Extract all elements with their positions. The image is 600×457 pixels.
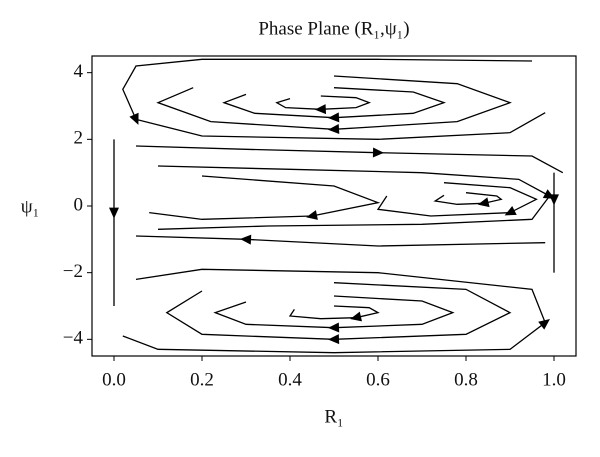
- flow-arrow: [328, 334, 340, 345]
- x-tick-label: 0.6: [366, 369, 390, 390]
- y-tick-label: −4: [63, 328, 84, 349]
- flow-arrow: [549, 194, 559, 206]
- streamline: [156, 75, 512, 130]
- x-tick-label: 0.0: [102, 369, 126, 390]
- flow-arrow: [538, 319, 550, 330]
- x-tick-label: 1.0: [542, 369, 566, 390]
- flow-arrow: [314, 104, 327, 115]
- y-tick-label: 0: [74, 194, 84, 215]
- flow-arrow: [372, 147, 384, 158]
- streamline: [433, 192, 503, 205]
- x-tick-label: 0.2: [190, 369, 214, 390]
- x-tick-label: 0.4: [278, 369, 302, 390]
- flow-arrow: [109, 207, 119, 219]
- x-axis-label: R₁: [324, 406, 343, 427]
- flow-arrow: [240, 234, 252, 245]
- flow-arrow: [328, 322, 340, 333]
- streamline: [165, 282, 512, 340]
- flow-arrow: [328, 112, 340, 123]
- streamline: [222, 87, 446, 119]
- plot-frame: [91, 55, 577, 357]
- y-tick-label: −2: [63, 261, 83, 282]
- flow-arrow: [306, 210, 318, 220]
- streamline: [213, 295, 455, 329]
- y-tick-label: 4: [74, 61, 84, 82]
- streamline: [275, 95, 372, 110]
- streamline: [149, 175, 381, 220]
- y-axis-label: ψ₁: [21, 196, 40, 217]
- streamline: [135, 235, 546, 247]
- streamline: [157, 165, 551, 230]
- flow-arrow: [477, 197, 490, 208]
- x-tick-label: 0.8: [454, 369, 478, 390]
- chart-title: Phase Plane (R₁,ψ₁): [258, 18, 409, 39]
- streamline: [288, 305, 380, 320]
- flow-arrow: [129, 112, 139, 125]
- flow-arrow: [328, 124, 340, 135]
- flow-arrow: [504, 205, 517, 216]
- y-tick-label: 2: [74, 128, 84, 149]
- flow-arrow: [350, 311, 362, 322]
- streamline: [122, 58, 546, 140]
- streamline: [135, 145, 564, 174]
